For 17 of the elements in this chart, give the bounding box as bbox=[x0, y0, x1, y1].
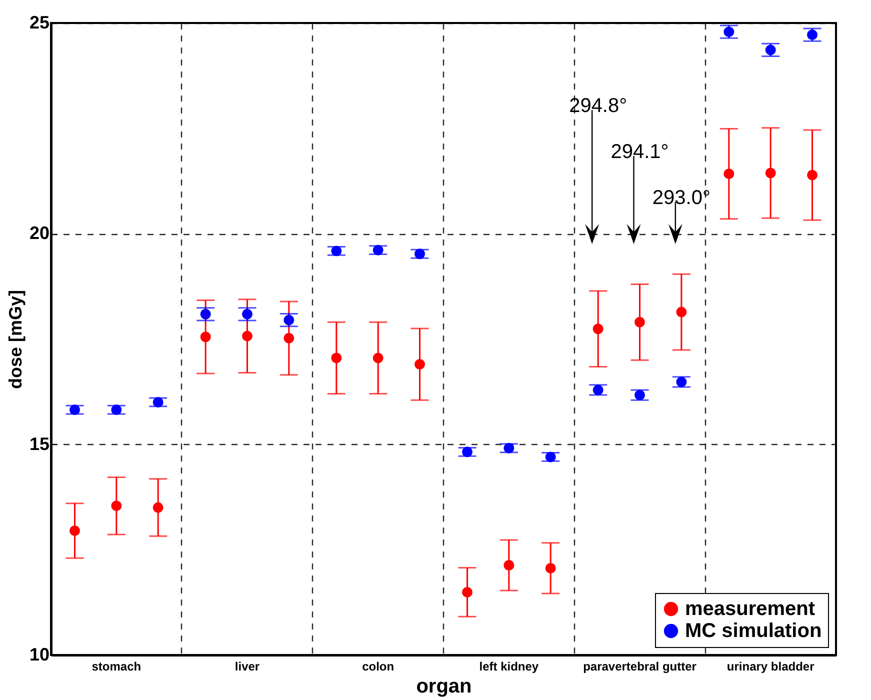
x-tick-label: stomach bbox=[92, 660, 142, 674]
y-tick-label: 15 bbox=[29, 434, 50, 454]
legend-label: measurement bbox=[685, 598, 816, 620]
x-tick-label: urinary bladder bbox=[726, 660, 815, 674]
x-tick-label: paravertebral gutter bbox=[583, 660, 697, 674]
y-tick-label: 10 bbox=[29, 644, 50, 664]
x-tick-label: left kidney bbox=[479, 660, 539, 674]
annotation: 294.8° bbox=[569, 95, 628, 117]
annotation: 294.1° bbox=[610, 141, 669, 163]
x-tick-label: colon bbox=[362, 660, 394, 674]
y-axis-title: dose [mGy] bbox=[5, 290, 26, 390]
legend-label: MC simulation bbox=[685, 620, 822, 642]
x-axis-title: organ bbox=[416, 676, 472, 698]
x-tick-label: liver bbox=[234, 660, 260, 674]
annotation: 293.0° bbox=[652, 187, 710, 209]
y-tick-label: 25 bbox=[29, 12, 50, 32]
y-tick-label: 20 bbox=[29, 223, 50, 244]
